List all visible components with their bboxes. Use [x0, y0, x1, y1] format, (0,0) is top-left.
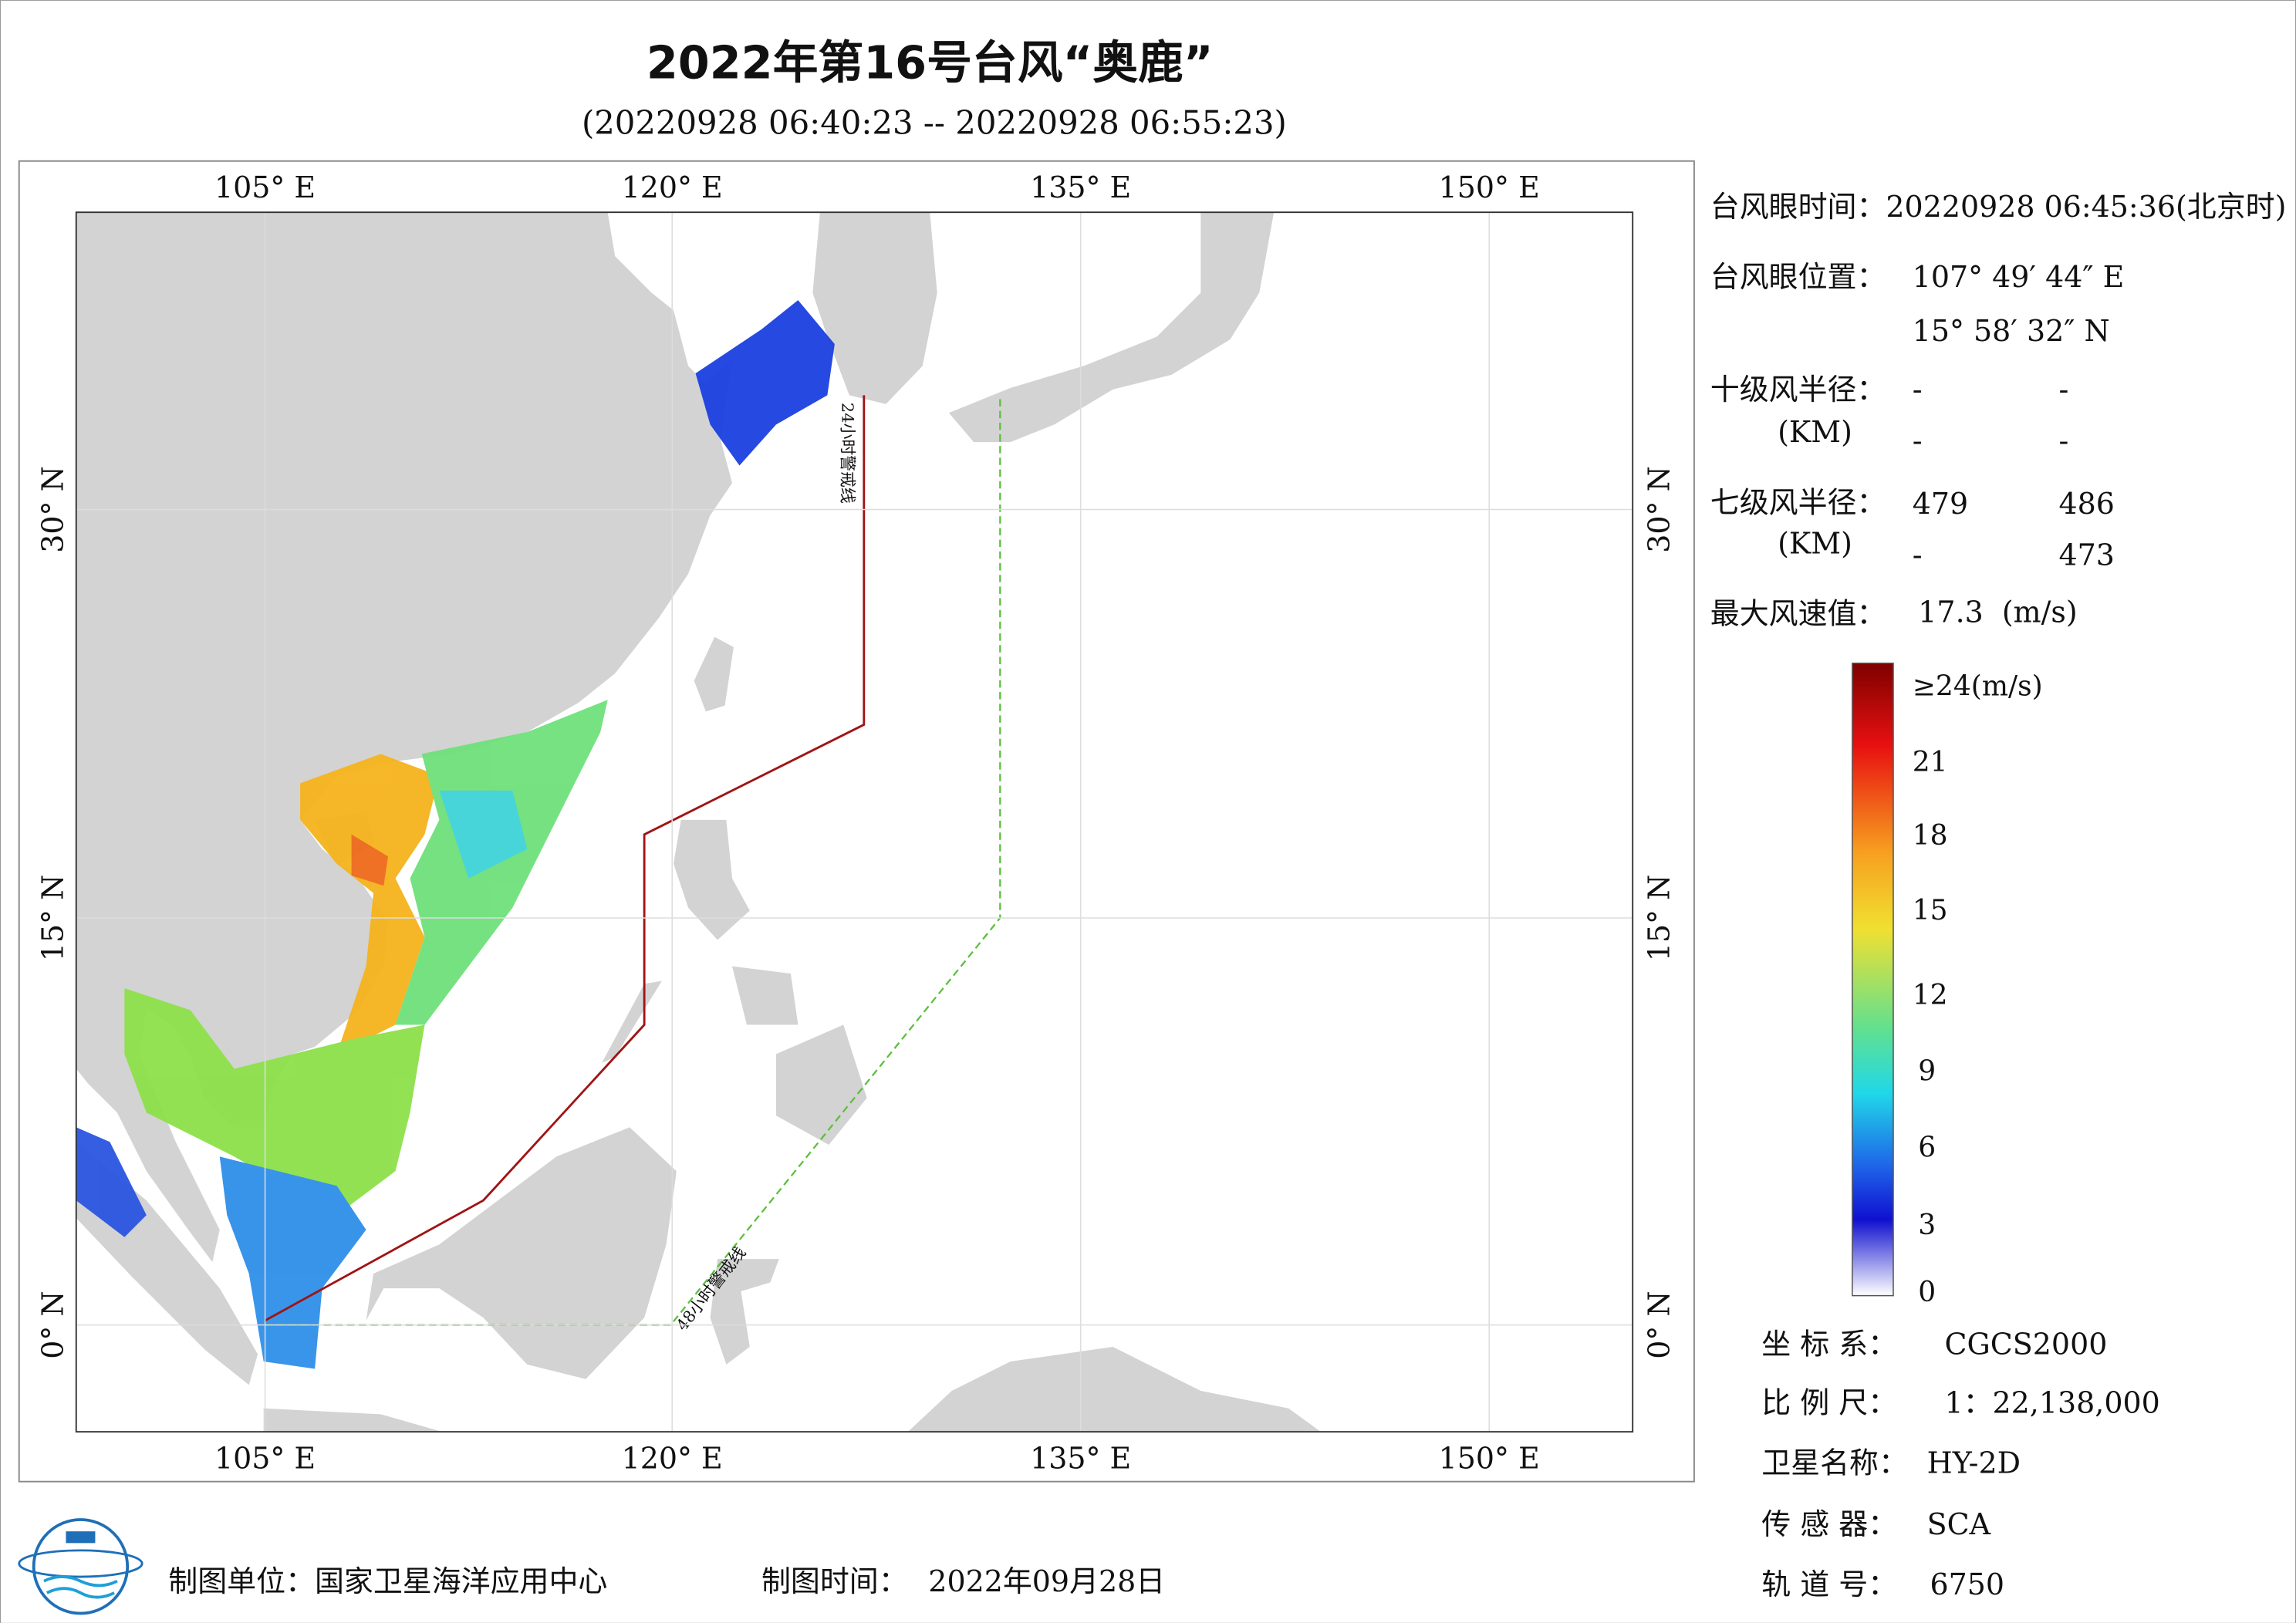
info-value: 473 — [2058, 538, 2114, 572]
info-value: - — [2058, 373, 2068, 407]
meta-value: CGCS2000 — [1944, 1328, 2107, 1361]
lat-label: 0° N — [36, 1291, 70, 1358]
colorbar — [1852, 662, 1894, 1297]
info-value: 15° 58′ 32″ N — [1913, 314, 2110, 348]
colorbar-label: 15 — [1913, 894, 1948, 926]
info-value: 486 — [2058, 487, 2114, 521]
warning-line-24h — [264, 395, 866, 1322]
lon-label: 135° E — [1030, 1442, 1131, 1476]
colorbar-label: ≥24(m/s) — [1913, 670, 2043, 703]
lon-label: 150° E — [1439, 170, 1540, 204]
lat-label: 30° N — [36, 466, 70, 553]
footer-time: 2022年09月28日 — [928, 1564, 1165, 1598]
eye-time: 台风眼时间：20220928 06:45:36(北京时) — [1710, 190, 2287, 224]
info-value: - — [2058, 424, 2068, 458]
info-label: 台风眼位置： — [1710, 260, 1886, 294]
lon-label: 105° E — [214, 170, 316, 204]
colorbar-label: 6 — [1918, 1131, 1936, 1163]
land — [602, 819, 867, 1146]
info-value: 107° 49′ 44″ E — [1913, 260, 2125, 294]
meta-value: HY-2D — [1927, 1446, 2021, 1480]
colorbar-label: 18 — [1913, 819, 1948, 852]
land — [948, 212, 1275, 443]
colorbar-label: 9 — [1918, 1055, 1936, 1088]
info-value: - — [1913, 424, 1923, 458]
meta-label: 轨 道 号： — [1761, 1567, 1897, 1601]
info-value: 17.3 (m/s) — [1918, 596, 2077, 629]
colorbar-label: 3 — [1918, 1209, 1936, 1241]
meta-label: 传 感 器： — [1761, 1507, 1897, 1541]
info-label: 七级风半径： — [1710, 485, 1886, 519]
info-label: 十级风半径： — [1710, 373, 1886, 407]
footer-unit: 制图单位：国家卫星海洋应用中心 — [168, 1564, 607, 1598]
metadata: 坐 标 系： CGCS2000 比 例 尺： 1：22,138,000 卫星名称… — [1761, 1328, 2160, 1601]
meta-value: SCA — [1927, 1507, 1991, 1541]
info-value: 479 — [1913, 487, 1968, 521]
lon-label: 120° E — [622, 1442, 723, 1476]
lat-label: 15° N — [1643, 875, 1676, 962]
info-value: - — [1913, 373, 1923, 407]
graticule — [76, 212, 1633, 1432]
meta-label: 卫星名称： — [1761, 1446, 1908, 1480]
lat-label: 15° N — [36, 875, 70, 962]
colorbar-label: 21 — [1913, 746, 1948, 778]
land — [76, 1142, 443, 1432]
title: 2022年第16号台风“奥鹿” — [647, 36, 1214, 89]
land — [366, 1127, 677, 1379]
info-label: (KM) — [1778, 415, 1852, 449]
colorbar-label: 0 — [1918, 1276, 1936, 1308]
colorbar-labels: ≥24(m/s) 21 18 15 12 9 6 3 0 — [1913, 670, 2043, 1309]
meta-label: 坐 标 系： — [1761, 1328, 1897, 1361]
lon-label: 135° E — [1030, 170, 1131, 204]
lon-label: 105° E — [214, 1442, 316, 1476]
lon-label: 150° E — [1439, 1442, 1540, 1476]
info-label: (KM) — [1778, 526, 1852, 560]
colorbar-label: 12 — [1913, 979, 1948, 1011]
land — [76, 212, 732, 1262]
info-value: - — [1913, 538, 1923, 572]
info-label: 最大风速值： — [1710, 597, 1886, 631]
land — [710, 1259, 1321, 1432]
meta-label: 比 例 尺： — [1761, 1385, 1897, 1419]
meta-value: 6750 — [1930, 1567, 2004, 1601]
meta-value: 1：22,138,000 — [1944, 1385, 2159, 1419]
wind-swath — [76, 300, 835, 1369]
lon-label: 120° E — [622, 170, 723, 204]
info-panel: 台风眼时间：20220928 06:45:36(北京时) 台风眼位置： 107°… — [1710, 190, 2287, 631]
land — [812, 212, 937, 404]
lat-label: 30° N — [1643, 466, 1676, 553]
land — [694, 636, 734, 712]
logo — [18, 1518, 144, 1615]
subtitle: (20220928 06:40:23 -- 20220928 06:55:23) — [582, 104, 1287, 142]
map-area: 24小时警戒线 48小时警戒线 — [75, 211, 1634, 1433]
warning-label: 24小时警戒线 — [839, 403, 857, 504]
footer-time-label: 制图时间： — [761, 1564, 908, 1598]
lat-label: 0° N — [1643, 1291, 1676, 1358]
